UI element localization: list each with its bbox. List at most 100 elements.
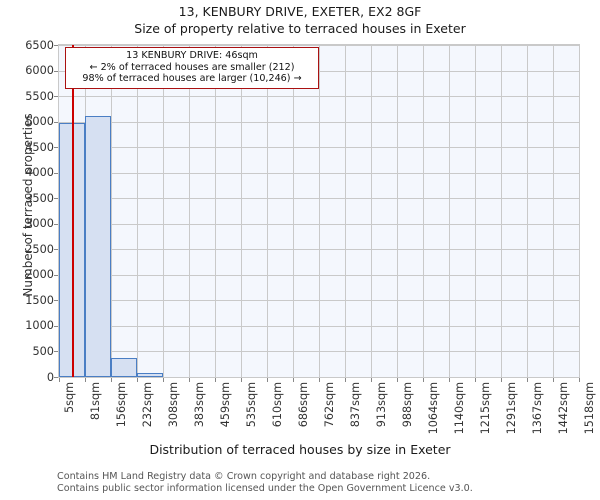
x-axis-tick-label: 383sqm [193,382,206,428]
x-axis-tick-label: 1291sqm [505,382,518,435]
x-axis-tick-label: 308sqm [167,382,180,428]
gridline-vertical [241,45,242,377]
x-axis-tick-mark [111,378,112,382]
page-title: 13, KENBURY DRIVE, EXETER, EX2 8GF [178,4,422,19]
x-axis-tick-label: 913sqm [375,382,388,428]
x-axis-tick-mark [319,378,320,382]
x-axis-tick-label: 1442sqm [557,382,570,435]
y-axis-tick-label: 6500 [25,38,54,52]
y-axis-tick-mark [54,70,58,72]
footer-attribution: Contains HM Land Registry data © Crown c… [57,471,597,494]
y-axis-tick-label: 6000 [25,64,54,78]
annotation-line-smaller: ← 2% of terraced houses are smaller (212… [89,61,295,73]
y-axis-tick-mark [54,198,58,200]
gridline-vertical [397,45,398,377]
x-axis-tick-label: 837sqm [349,382,362,428]
x-axis-tick-label: 686sqm [297,382,310,428]
x-axis-tick-mark [163,378,164,382]
x-axis-tick-label: 5sqm [63,382,76,413]
x-axis-tick-label: 1064sqm [427,382,440,435]
y-axis-tick-label: 5500 [25,89,54,103]
y-axis-tick-labels: 0 500 1000 1500 2000 2500 3000 3500 4000 4500 5000… [0,0,54,500]
y-axis-tick-mark [54,351,58,353]
gridline-vertical [267,45,268,377]
y-axis-tick-label: 4000 [25,166,54,180]
y-axis-tick-mark [54,147,58,149]
x-axis-tick-label: 232sqm [141,382,154,428]
x-axis-tick-mark [241,378,242,382]
y-axis-tick-label: 500 [32,344,54,358]
x-axis-tick-label: 1518sqm [583,382,596,435]
x-axis-tick-mark [189,378,190,382]
x-axis-tick-mark [137,378,138,382]
y-axis-tick-mark [54,300,58,302]
y-axis-tick-mark [54,274,58,276]
gridline-vertical [293,45,294,377]
gridline-vertical [345,45,346,377]
x-axis-tick-mark [59,378,60,382]
x-axis-tick-label: 1215sqm [479,382,492,435]
histogram-bar [59,122,85,377]
x-axis-tick-mark [501,378,502,382]
footer-line-2: Contains public sector information licen… [57,482,473,494]
gridline-vertical [111,45,112,377]
x-axis-title: Distribution of terraced houses by size … [149,442,451,457]
gridline-vertical [163,45,164,377]
histogram-bar [85,116,111,377]
gridline-vertical [189,45,190,377]
gridline-vertical [475,45,476,377]
y-axis-tick-label: 1000 [25,319,54,333]
y-axis-tick-label: 1500 [25,293,54,307]
x-axis-tick-label: 535sqm [245,382,258,428]
annotation-line-property: 13 KENBURY DRIVE: 46sqm [126,50,258,61]
histogram-bar [137,373,163,377]
y-axis-tick-mark [54,96,58,98]
x-axis-tick-mark [85,378,86,382]
histogram-bar [111,358,137,377]
property-annotation-callout: 13 KENBURY DRIVE: 46sqm ← 2% of terraced… [65,47,319,89]
y-axis-tick-label: 4500 [25,140,54,154]
gridline-vertical [449,45,450,377]
chart-title-block: 13, KENBURY DRIVE, EXETER, EX2 8GF Size … [0,4,600,37]
x-axis-tick-mark [579,378,580,382]
x-axis-tick-mark [215,378,216,382]
y-axis-tick-label: 0 [46,370,54,384]
y-axis-tick-label: 5000 [25,115,54,129]
x-axis-tick-label: 156sqm [115,382,128,428]
x-axis-tick-mark [371,378,372,382]
y-axis-tick-mark [54,121,58,123]
gridline-vertical [215,45,216,377]
footer-line-1: Contains HM Land Registry data © Crown c… [57,471,431,482]
x-axis-tick-label: 1140sqm [453,382,466,435]
x-axis-tick-mark [267,378,268,382]
gridline-vertical [371,45,372,377]
x-axis-tick-labels: 5sqm 81sqm 156sqm 232sqm 308sqm 383sqm 459sqm 5… [0,382,600,442]
x-axis-tick-label: 988sqm [401,382,414,428]
chart-subtitle: Size of property relative to terraced ho… [134,21,466,36]
y-axis-tick-mark [54,249,58,251]
x-axis-tick-label: 81sqm [89,382,102,421]
property-size-marker-line [72,45,75,377]
y-axis-tick-label: 3000 [25,217,54,231]
x-axis-tick-mark [397,378,398,382]
x-axis-tick-mark [423,378,424,382]
x-axis-tick-mark [527,378,528,382]
y-axis-tick-mark [54,325,58,327]
y-axis-title: Number of terraced properties [21,113,35,297]
gridline-vertical [553,45,554,377]
x-axis-tick-mark [475,378,476,382]
gridline-vertical [319,45,320,377]
gridline-vertical [501,45,502,377]
y-axis-tick-mark [54,45,58,46]
gridline-vertical [423,45,424,377]
chart-plot-area [58,44,580,378]
gridline-vertical [137,45,138,377]
y-axis-tick-mark [54,172,58,174]
y-axis-tick-mark [54,223,58,225]
x-axis-tick-mark [293,378,294,382]
x-axis-tick-label: 459sqm [219,382,232,428]
x-axis-tick-mark [553,378,554,382]
x-axis-tick-mark [345,378,346,382]
x-axis-tick-label: 1367sqm [531,382,544,435]
x-axis-tick-mark [449,378,450,382]
